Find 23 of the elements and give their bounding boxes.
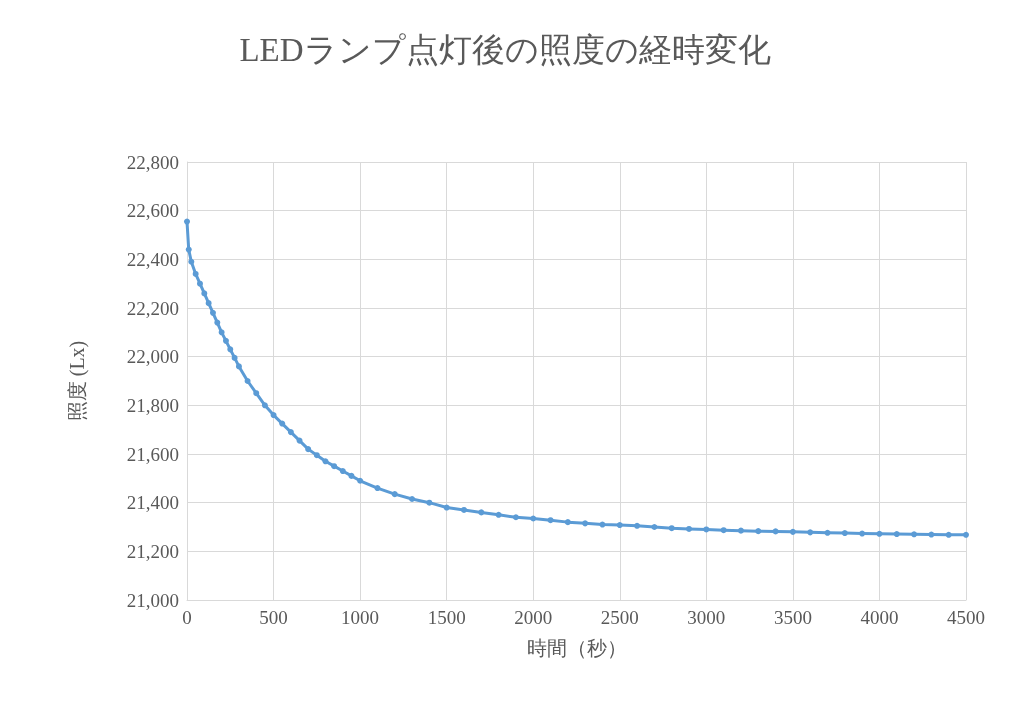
y-tick-label: 21,200 [126,540,179,562]
y-tick-label: 21,800 [126,394,179,416]
x-tick-label: 2000 [514,607,553,628]
y-tick-label: 21,600 [126,443,179,465]
x-tick-label: 500 [259,607,288,628]
y-tick-label: 21,000 [126,589,179,611]
x-tick-label: 4500 [947,607,985,628]
x-tick-label: 0 [182,607,192,628]
x-tick-label: 4000 [860,607,899,628]
y-axis-title: 照度 (Lx) [66,340,89,422]
x-tick-label: 1000 [341,607,380,628]
y-tick-label: 22,600 [126,200,179,222]
x-tick-label: 3000 [687,607,726,628]
x-axis-title: 時間（秒） [526,637,627,659]
x-tick-label: 2500 [600,607,639,628]
chart-title: LEDランプ点灯後の照度の経時変化 [239,31,771,68]
y-tick-label: 22,400 [126,248,179,270]
x-tick-label: 3500 [773,607,812,628]
y-tick-label: 22,000 [126,346,179,368]
y-tick-label: 21,400 [126,492,179,514]
x-tick-label: 1500 [427,607,466,628]
y-tick-label: 22,200 [126,297,179,319]
y-tick-label: 22,800 [126,151,179,173]
